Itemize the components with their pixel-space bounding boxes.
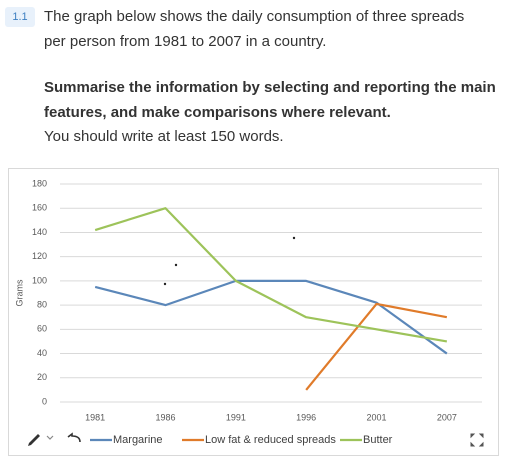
y-tick-label: 160 bbox=[32, 203, 47, 213]
series-line bbox=[94, 207, 448, 343]
legend-label: Butter bbox=[363, 434, 393, 446]
expand-icon[interactable] bbox=[470, 433, 484, 447]
x-tick-label: 1996 bbox=[296, 412, 316, 422]
x-tick-label: 1991 bbox=[226, 412, 246, 422]
legend-label: Low fat & reduced spreads bbox=[205, 434, 336, 446]
legend-label: Margarine bbox=[113, 434, 163, 446]
y-tick-label: 40 bbox=[37, 348, 47, 358]
task-line: per person from 1981 to 2007 in a countr… bbox=[44, 33, 326, 50]
requirement: You should write at least 150 words. bbox=[44, 128, 284, 145]
y-tick-label: 100 bbox=[32, 275, 47, 285]
x-tick-label: 2007 bbox=[437, 412, 457, 422]
y-tick-label: 80 bbox=[37, 299, 47, 309]
toolbar bbox=[28, 432, 484, 447]
series-line bbox=[94, 279, 448, 355]
y-tick-label: 140 bbox=[32, 227, 47, 237]
pen-icon[interactable] bbox=[28, 434, 40, 446]
undo-icon[interactable] bbox=[67, 432, 81, 443]
y-tick-label: 180 bbox=[32, 178, 47, 188]
section-number: 1.1 bbox=[12, 11, 27, 23]
section-badge bbox=[5, 7, 35, 27]
x-tick-label: 2001 bbox=[366, 412, 386, 422]
instruction-line: Summarise the information by selecting a… bbox=[44, 79, 496, 96]
stray-dot bbox=[292, 236, 296, 240]
stray-dot bbox=[163, 282, 167, 286]
y-tick-label: 20 bbox=[37, 372, 47, 382]
dropdown-icon[interactable] bbox=[46, 435, 54, 440]
y-axis-label: Grams bbox=[14, 279, 24, 307]
x-tick-label: 1981 bbox=[85, 412, 105, 422]
stray-dot bbox=[174, 263, 178, 267]
x-tick-label: 1986 bbox=[155, 412, 175, 422]
y-tick-label: 0 bbox=[42, 396, 47, 406]
y-tick-label: 60 bbox=[37, 324, 47, 334]
y-tick-label: 120 bbox=[32, 251, 47, 261]
task-line: The graph below shows the daily consumpt… bbox=[44, 8, 464, 25]
instruction-line: features, and make comparisons where rel… bbox=[44, 104, 391, 121]
series-line bbox=[305, 302, 448, 391]
